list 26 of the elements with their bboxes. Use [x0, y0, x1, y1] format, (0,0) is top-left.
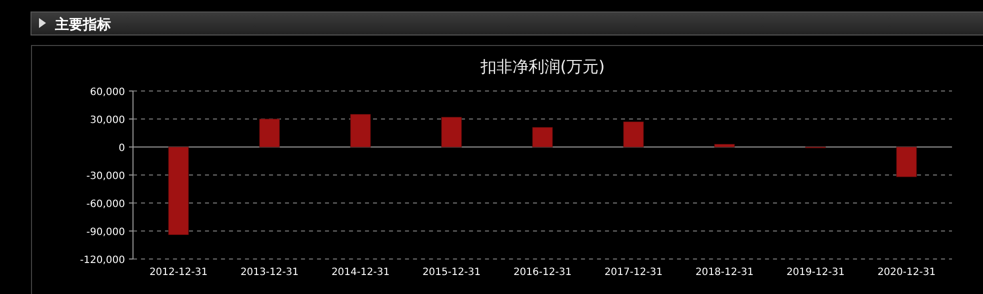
x-tick-label: 2020-12-31 [877, 267, 936, 278]
text: 主要指标 [54, 16, 111, 33]
bar [623, 122, 644, 148]
y-tick-label: 60,000 [90, 87, 125, 98]
bar [350, 114, 371, 148]
x-tick-label: 2018-12-31 [695, 267, 754, 278]
bar [714, 144, 735, 148]
x-tick-label: 2019-12-31 [786, 267, 845, 278]
x-tick-label: 2016-12-31 [513, 267, 572, 278]
y-tick-label: 0 [118, 143, 125, 154]
bar [168, 146, 189, 235]
bar [259, 118, 280, 148]
x-tick-label: 2015-12-31 [422, 267, 481, 278]
y-tick-label: -60,000 [86, 199, 125, 210]
chart-title: 扣非净利润(万元) [479, 57, 605, 76]
y-tick-label: -120,000 [80, 255, 125, 266]
bar [896, 146, 917, 178]
bar [441, 116, 462, 148]
y-tick-label: 30,000 [90, 115, 125, 126]
y-tick-label: -90,000 [86, 227, 125, 238]
x-tick-label: 2017-12-31 [604, 267, 663, 278]
x-tick-label: 2014-12-31 [331, 267, 390, 278]
x-tick-label: 2012-12-31 [149, 267, 208, 278]
bar [532, 127, 553, 148]
y-tick-label: -30,000 [86, 171, 125, 182]
x-tick-label: 2013-12-31 [240, 267, 299, 278]
